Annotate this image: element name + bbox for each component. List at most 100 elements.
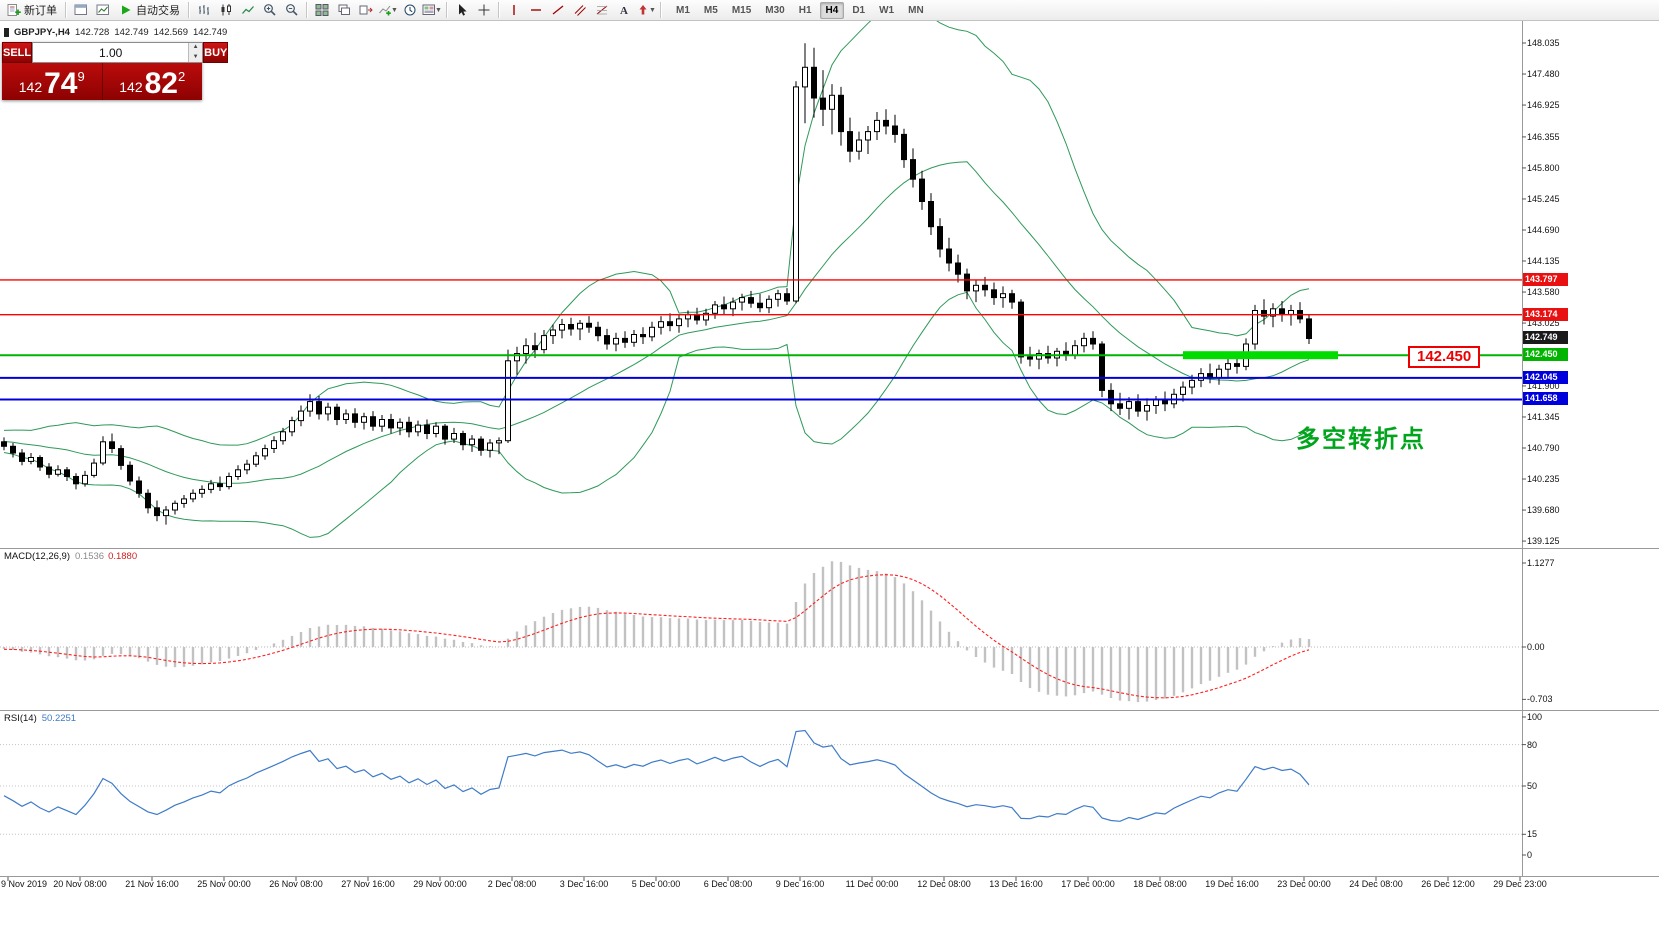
trendline-icon	[552, 5, 564, 15]
charts-icon	[96, 4, 109, 15]
rsi-panel[interactable]	[0, 711, 1522, 875]
horizontal-line-tool-button[interactable]	[525, 0, 547, 20]
bar-open: 142.728	[74, 27, 110, 38]
toolbar-separator	[498, 2, 500, 18]
sell-price-point: 9	[77, 69, 85, 84]
period-clock-button[interactable]	[399, 0, 421, 20]
candlestick-chart-icon	[221, 4, 231, 16]
text-tool-button[interactable]: A	[613, 0, 635, 20]
price-divider	[101, 63, 103, 100]
rsi-name: RSI(14)	[4, 713, 37, 724]
timeframe-m1[interactable]: M1	[676, 4, 690, 16]
bar-close: 142.749	[193, 27, 228, 38]
charts-button[interactable]	[92, 0, 114, 20]
candlestick-glyph-icon	[4, 28, 9, 37]
text-tool-icon: A	[620, 5, 628, 17]
toolbar-separator	[306, 2, 308, 18]
toolbar-separator	[660, 2, 662, 18]
horizontal-line-icon	[531, 9, 541, 11]
bar-chart-button[interactable]	[193, 0, 215, 20]
toolbar-separator	[188, 2, 190, 18]
zoom-in-icon	[264, 4, 276, 16]
one-click-trading-panel: SELL ▲ ▼ BUY 142 74 9 142 82 2	[2, 42, 229, 100]
level-callout: 142.450	[1408, 346, 1481, 368]
buy-button[interactable]: BUY	[203, 42, 229, 63]
cascade-windows-button[interactable]	[333, 0, 355, 20]
zoom-in-button[interactable]	[259, 0, 281, 20]
sell-price-pips: 74	[44, 67, 78, 100]
line-chart-button[interactable]	[237, 0, 259, 20]
tile-windows-icon	[315, 4, 329, 16]
timeframe-h4[interactable]: H4	[819, 1, 845, 19]
arrows-dropdown-button[interactable]: ▼	[635, 0, 657, 20]
sell-button[interactable]: SELL	[2, 42, 33, 63]
new-order-label: 新订单	[24, 5, 57, 17]
templates-dropdown-button[interactable]: ▼	[421, 0, 443, 20]
volume-increase-button[interactable]: ▲	[189, 43, 203, 53]
timeframe-m30[interactable]: M30	[765, 4, 785, 16]
fibonacci-tool-button[interactable]	[591, 0, 613, 20]
timeframe-m15[interactable]: M15	[731, 4, 752, 16]
volume-spinner: ▲ ▼	[188, 43, 203, 62]
auto-trading-icon	[122, 5, 131, 15]
volume-field: ▲ ▼	[32, 42, 204, 63]
cursor-button[interactable]	[451, 0, 473, 20]
vertical-line-tool-button[interactable]	[503, 0, 525, 20]
candlestick-chart-button[interactable]	[215, 0, 237, 20]
macd-panel[interactable]	[0, 549, 1522, 709]
chart-shift-button[interactable]	[355, 0, 377, 20]
bar-chart-icon	[199, 5, 209, 15]
timeframe-group: M1 M5 M15 M30 H1 H4 D1 W1 MN	[669, 1, 931, 19]
symbol-name: GBPJPY-,H4	[14, 27, 70, 38]
profiles-icon	[74, 4, 87, 15]
buy-price-point: 2	[178, 69, 186, 84]
vertical-line-icon	[513, 5, 515, 15]
rsi-indicator-label: RSI(14) 50.2251	[4, 713, 76, 724]
zoom-out-button[interactable]	[281, 0, 303, 20]
tile-windows-button[interactable]	[311, 0, 333, 20]
chevron-down-icon: ▼	[649, 6, 656, 14]
chevron-down-icon: ▼	[391, 6, 398, 14]
arrow-tool-icon	[639, 5, 647, 15]
volume-input[interactable]	[33, 43, 189, 62]
buy-price-prefix: 142	[119, 79, 143, 95]
symbol-info: GBPJPY-,H4 142.728 142.749 142.569 142.7…	[4, 27, 227, 38]
chevron-down-icon: ▼	[435, 6, 442, 14]
svg-text:A: A	[620, 5, 628, 17]
macd-indicator-label: MACD(12,26,9) 0.1536 0.1880	[4, 551, 137, 562]
buy-price[interactable]: 142 82 2	[103, 63, 203, 100]
auto-trading-button[interactable]: 自动交易	[114, 0, 185, 20]
bar-low: 142.569	[153, 27, 188, 38]
timeframe-d1[interactable]: D1	[852, 4, 866, 16]
time-axis[interactable]	[0, 877, 1659, 895]
profiles-button[interactable]	[70, 0, 92, 20]
channel-tool-button[interactable]	[569, 0, 591, 20]
indicators-icon	[379, 5, 391, 16]
price-axis[interactable]	[1522, 21, 1659, 876]
fibonacci-icon	[596, 5, 608, 15]
clock-icon	[404, 4, 416, 16]
channel-icon	[574, 5, 586, 16]
zoom-out-icon	[286, 4, 298, 16]
rsi-value: 50.2251	[41, 713, 77, 724]
toolbar-separator	[446, 2, 448, 18]
new-order-button[interactable]: 新订单	[2, 0, 62, 20]
new-order-icon	[7, 4, 21, 16]
volume-decrease-button[interactable]: ▼	[189, 52, 203, 62]
crosshair-icon	[478, 4, 490, 16]
indicators-dropdown-button[interactable]: ▼	[377, 0, 399, 20]
timeframe-w1[interactable]: W1	[879, 4, 895, 16]
timeframe-h1[interactable]: H1	[798, 4, 812, 16]
main-chart-panel[interactable]	[0, 21, 1522, 548]
template-icon	[422, 4, 436, 15]
line-chart-icon	[242, 6, 254, 14]
macd-main-value: 0.1536	[75, 551, 105, 562]
trendline-tool-button[interactable]	[547, 0, 569, 20]
sell-price[interactable]: 142 74 9	[2, 63, 102, 100]
timeframe-mn[interactable]: MN	[908, 4, 924, 16]
crosshair-button[interactable]	[473, 0, 495, 20]
toolbar-separator	[65, 2, 67, 18]
macd-name: MACD(12,26,9)	[4, 551, 70, 562]
timeframe-m5[interactable]: M5	[703, 4, 718, 16]
